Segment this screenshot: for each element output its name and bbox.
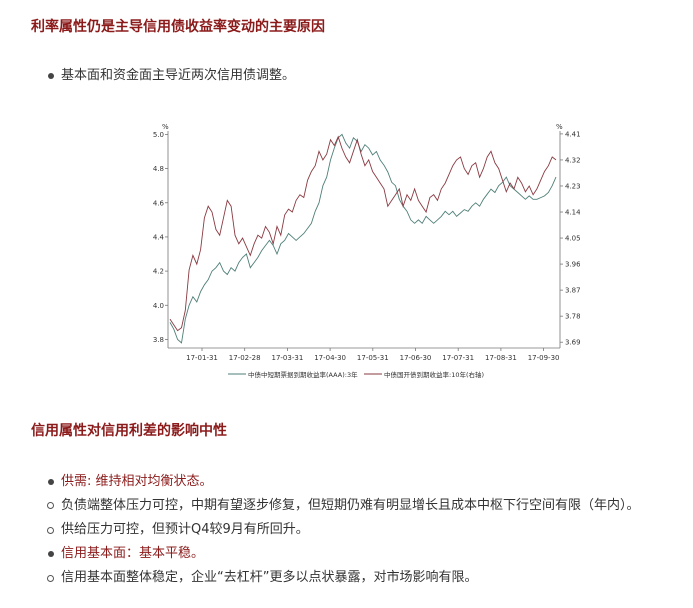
list-item-fundamentals: 信用基本面：基本平稳。 xyxy=(61,546,205,561)
x-tick-label: 17-04-30 xyxy=(314,354,346,362)
legend-label-cdb: 中债国开债到期收益率:10年(右轴) xyxy=(384,370,484,379)
x-tick-label: 17-08-31 xyxy=(485,354,517,362)
x-tick-label: 17-07-31 xyxy=(442,354,474,362)
left-tick-label: 3.8 xyxy=(153,336,164,344)
section1-heading: 利率属性仍是主导信用债收益率变动的主要原因 xyxy=(31,19,325,35)
legend-label-aaa: 中债中短期票据到期收益率(AAA):3年 xyxy=(248,370,358,379)
left-tick-label: 4.6 xyxy=(153,199,165,207)
list-item-supply-pressure: 供给压力可控，但预计Q4较9月有所回升。 xyxy=(61,522,309,537)
left-tick-label: 4.4 xyxy=(153,233,165,241)
legend: 中债中短期票据到期收益率(AAA):3年 中债国开债到期收益率:10年(右轴) xyxy=(228,370,484,379)
left-tick-label: 5.0 xyxy=(153,131,164,139)
left-tick-label: 4.8 xyxy=(153,165,164,173)
bullet-dot xyxy=(48,73,54,79)
yield-chart: % % 5.0 4.8 4.6 4.4 4.2 4.0 3.8 4.41 4.32 4.23 4.… xyxy=(153,123,580,379)
section1-bullet-text: 基本面和资金面主导近两次信用债调整。 xyxy=(61,68,296,83)
right-tick-label: 3.78 xyxy=(565,313,580,321)
series-line-cdb-10y xyxy=(169,135,557,332)
list-bullet-ring xyxy=(47,527,54,534)
x-tick-label: 17-09-30 xyxy=(528,354,560,362)
right-tick-label: 4.32 xyxy=(565,156,580,164)
series-line-aaa-3y xyxy=(169,133,557,344)
left-tick-label: 4.0 xyxy=(153,302,164,310)
section2-heading: 信用属性对信用利差的影响中性 xyxy=(31,423,227,439)
x-tick-label: 17-06-30 xyxy=(400,354,432,362)
right-tick-label: 3.69 xyxy=(565,339,580,347)
list-bullet-ring xyxy=(47,502,54,509)
list-bullet-dot xyxy=(48,551,54,557)
left-axis-unit: % xyxy=(162,123,169,131)
right-tick-label: 3.96 xyxy=(565,261,580,269)
list-bullet-ring xyxy=(47,575,54,582)
x-tick-label: 17-05-31 xyxy=(357,354,389,362)
right-tick-label: 3.87 xyxy=(565,287,580,295)
right-tick-label: 4.05 xyxy=(565,235,580,243)
right-tick-label: 4.23 xyxy=(565,182,580,190)
list-bullet-dot xyxy=(48,479,54,485)
right-tick-label: 4.14 xyxy=(565,209,580,217)
right-tick-label: 4.41 xyxy=(565,130,580,138)
x-tick-label: 17-02-28 xyxy=(229,354,261,362)
left-tick-label: 4.2 xyxy=(153,268,164,276)
right-axis-unit: % xyxy=(556,123,563,131)
list-item-supply-demand: 供需: 维持相对均衡状态。 xyxy=(61,474,213,489)
list-item-fundamentals-detail: 信用基本面整体稳定，企业“去杠杆”更多以点状暴露，对市场影响有限。 xyxy=(61,570,478,585)
list-item-liability: 负债端整体压力可控，中期有望逐步修复，但短期仍难有明显增长且成本中枢下行空间有限… xyxy=(61,498,640,513)
x-tick-label: 17-01-31 xyxy=(186,354,218,362)
x-tick-label: 17-03-31 xyxy=(272,354,304,362)
